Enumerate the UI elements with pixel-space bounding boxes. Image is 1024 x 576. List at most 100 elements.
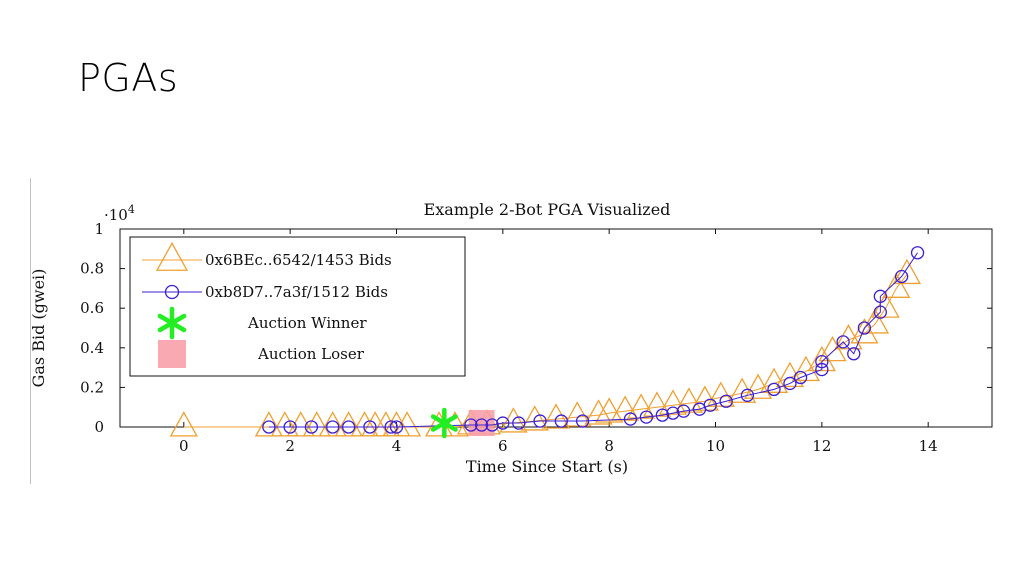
bot-b-point-34	[873, 289, 887, 303]
bot-b-point-10	[485, 418, 499, 432]
bot-a-point-16	[499, 407, 528, 433]
y-multiplier: ·104	[104, 203, 135, 224]
bot-b-point-13	[533, 414, 547, 428]
bot-a-point-38	[860, 308, 890, 334]
bot-a-point-0	[169, 411, 198, 437]
series-layer	[169, 246, 925, 439]
bot-b-point-6	[384, 420, 398, 434]
bot-a-point-31	[759, 367, 789, 393]
bot-a-point-34	[807, 345, 836, 372]
chart-title: Example 2-Bot PGA Visualized	[424, 200, 671, 219]
bot-b-point-29	[815, 355, 829, 369]
bot-b-point-5	[363, 420, 377, 434]
legend: 0x6BEc..6542/1453 Bids 0xb8D7..7a3f/1512 …	[129, 236, 466, 377]
bot-a-point-5	[318, 411, 347, 437]
legend-marker-bot-a	[155, 241, 189, 271]
legend-label-0: 0x6BEc..6542/1453 Bids	[205, 251, 392, 269]
bot-b-point-25	[767, 382, 781, 397]
bot-a-point-1	[254, 411, 283, 437]
x-tick-label-4: 8	[604, 437, 614, 455]
legend-label-2: Auction Winner	[247, 314, 367, 332]
legend-marker-winner	[157, 306, 187, 340]
y-multiplier-base: ·10	[104, 206, 128, 224]
series-winner	[430, 407, 458, 439]
bot-a-point-19	[563, 401, 592, 427]
bot-b-point-22	[703, 398, 717, 412]
y-multiplier-exp: 4	[128, 203, 135, 216]
legend-marker-loser	[158, 340, 186, 368]
bot-b-point-16	[623, 412, 638, 426]
x-tick-label-0: 0	[179, 437, 189, 455]
bot-a-point-41	[892, 258, 922, 285]
bot-b-point-33	[873, 305, 887, 319]
bot-b-point-1	[283, 420, 297, 434]
bot-b-point-32	[857, 321, 872, 335]
y-tick-label-4: 0.8	[80, 260, 104, 278]
winner-point-0	[430, 407, 458, 439]
bot-b-point-15	[575, 414, 590, 428]
bot-a-point-4	[302, 411, 331, 437]
legend-label-1: 0xb8D7..7a3f/1512 Bids	[205, 283, 388, 301]
legend-label-3: Auction Loser	[257, 345, 365, 363]
bot-b-point-23	[719, 394, 733, 408]
bot-b-point-27	[793, 370, 808, 385]
bot-a-point-11	[393, 411, 422, 437]
loser-point-0	[468, 410, 495, 437]
bot-b-point-20	[676, 404, 691, 418]
bot-b-point-28	[815, 362, 829, 377]
bot-b-point-12	[512, 416, 526, 430]
bot-a-point-18	[541, 403, 571, 429]
bot-a-point-20	[584, 399, 613, 425]
bot-b-point-30	[836, 335, 850, 349]
bot-b-point-31	[847, 347, 861, 361]
bot-b-point-4	[341, 420, 356, 434]
bot-b-point-11	[496, 416, 510, 430]
series-bot-b-line	[268, 252, 918, 428]
bot-a-point-40	[882, 272, 911, 298]
bot-a-point-25	[658, 389, 688, 415]
bot-a-point-28	[706, 381, 735, 407]
bot-b-point-24	[740, 388, 755, 402]
bot-b-point-17	[639, 410, 654, 424]
y-axis-label: Gas Bid (gwei)	[29, 269, 48, 388]
bot-a-point-21	[595, 397, 624, 423]
bot-b-point-8	[464, 418, 478, 432]
plot-frame	[119, 228, 993, 428]
x-axis-label: Time Since Start (s)	[466, 457, 628, 476]
slide-title: PGAs	[78, 56, 179, 100]
x-tick-label-2: 4	[392, 437, 402, 455]
bot-a-point-3	[286, 411, 315, 437]
y-tick-label-1: 0.2	[80, 378, 104, 396]
bot-a-point-6	[334, 411, 363, 437]
bot-a-point-29	[727, 377, 757, 403]
bot-a-point-17	[520, 405, 549, 431]
bot-a-point-37	[850, 318, 879, 344]
bot-b-point-14	[554, 414, 568, 428]
bot-b-point-36	[910, 246, 925, 260]
bot-b-point-2	[304, 420, 319, 434]
y-tick-label-5: 1	[94, 220, 104, 238]
left-divider	[30, 178, 31, 484]
bot-b-point-18	[655, 408, 669, 422]
legend-marker-bot-b	[164, 284, 180, 300]
bot-b-point-26	[783, 376, 797, 391]
y-tick-label-0: 0	[94, 418, 104, 436]
x-tick-label-3: 6	[498, 437, 508, 455]
bot-b-point-7	[389, 420, 404, 434]
series-loser	[468, 410, 495, 437]
bot-b-point-0	[262, 420, 276, 434]
series-bot-b	[262, 246, 925, 434]
bot-a-point-39	[871, 292, 900, 318]
y-tick-label-2: 0.4	[80, 339, 104, 357]
bot-b-point-19	[666, 406, 680, 420]
bot-b-point-3	[326, 420, 340, 434]
x-tick-label-6: 12	[812, 437, 831, 455]
y-tick-label-3: 0.6	[80, 299, 104, 317]
x-tick-label-5: 10	[706, 437, 725, 455]
bot-a-point-2	[270, 411, 299, 437]
bot-b-point-35	[894, 269, 909, 284]
x-tick-label-1: 2	[285, 437, 295, 455]
x-tick-label-7: 14	[919, 437, 938, 455]
bot-b-point-9	[474, 418, 489, 432]
